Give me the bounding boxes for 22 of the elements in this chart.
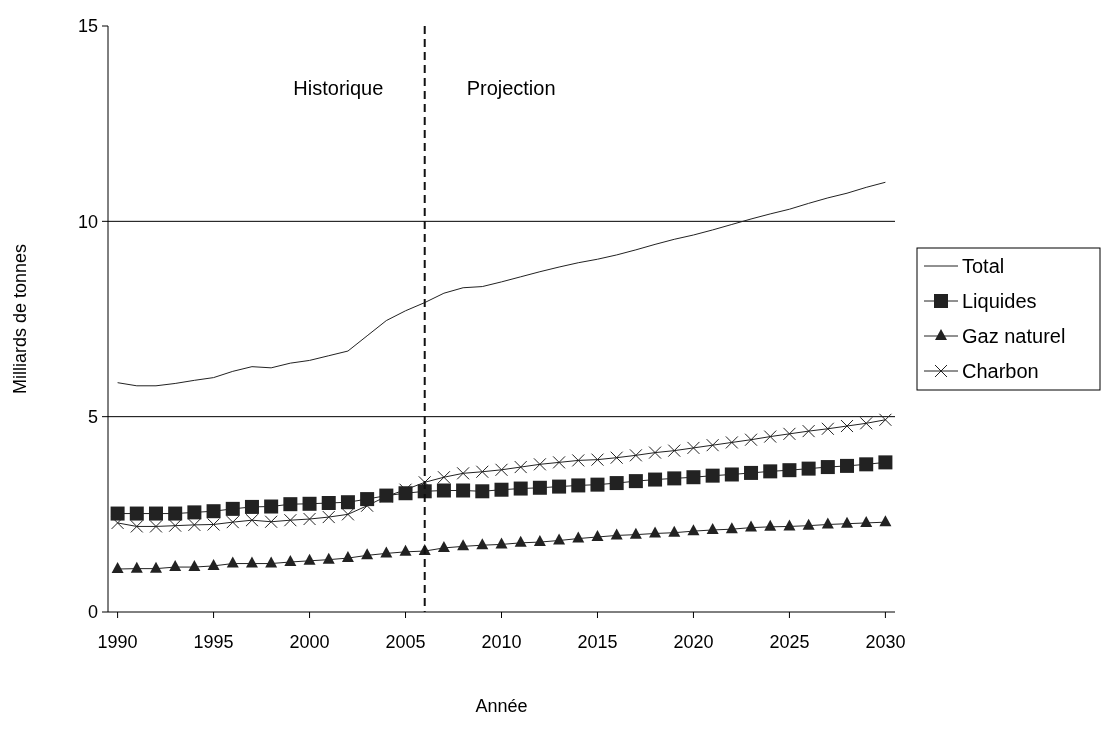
x-tick-label: 2030 <box>865 632 906 653</box>
x-axis-title: Année <box>475 696 528 716</box>
x-tick-label: 1990 <box>97 632 138 653</box>
y-tick-label: 15 <box>77 16 98 37</box>
legend-label: Gaz naturel <box>962 325 1066 347</box>
x-tick-label: 2010 <box>481 632 522 653</box>
y-tick-label: 10 <box>77 211 98 232</box>
annotation: Historique <box>293 77 384 99</box>
x-tick-label: 2000 <box>289 632 330 653</box>
y-axis-title: Milliards de tonnes <box>10 243 30 395</box>
x-tick-label: 1995 <box>193 632 234 653</box>
x-tick-label: 2015 <box>577 632 618 653</box>
x-tick-label: 2005 <box>385 632 426 653</box>
legend-label: Total <box>962 255 1005 277</box>
legend-label: Liquides <box>962 290 1037 312</box>
y-tick-label: 5 <box>87 406 98 427</box>
annotation: Projection <box>466 77 556 99</box>
legend-label: Charbon <box>962 360 1039 382</box>
x-tick-label: 2020 <box>673 632 714 653</box>
line-series <box>117 181 886 387</box>
x-tick-label: 2025 <box>769 632 810 653</box>
y-tick-label: 0 <box>87 602 98 623</box>
